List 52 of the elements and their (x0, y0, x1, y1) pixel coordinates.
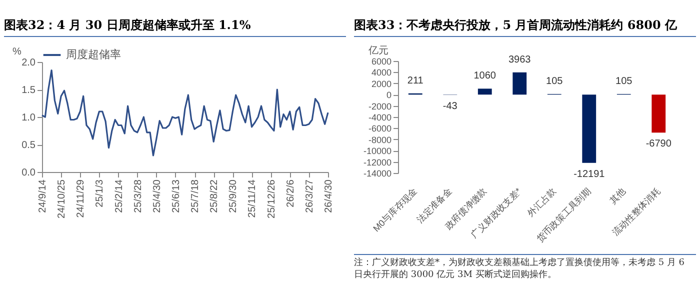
y-tick-label: 0.0 (22, 168, 36, 178)
data-label: 105 (616, 76, 633, 88)
y-axis-title: 亿元 (368, 46, 388, 56)
bar (582, 94, 596, 163)
x-tick-label: 24/9/14 (38, 179, 48, 213)
data-label: 105 (546, 76, 564, 88)
y-tick-label: 2.0 (22, 58, 36, 68)
y-tick-label: 6000 (371, 56, 392, 66)
x-tick-label: 25/3/28 (132, 179, 144, 213)
x-tick-label: 25/11/14 (247, 179, 258, 218)
data-label: 1060 (474, 70, 496, 82)
y-tick-label: -14000 (363, 168, 392, 178)
bar (652, 94, 666, 133)
y-tick-label: 0 (386, 90, 392, 100)
data-label: -12191 (574, 168, 606, 180)
x-tick-label: 25/8/22 (209, 179, 220, 213)
x-tick-label: 25/1/3 (94, 179, 106, 208)
x-tick-label: 25/2/14 (114, 179, 125, 213)
x-tick-label: 25/12/26 (266, 179, 278, 218)
x-tick-label: 24/11/29 (76, 179, 87, 218)
x-tick-label: 26/2/6 (285, 179, 296, 208)
x-tick-label: 26/3/27 (304, 179, 316, 213)
y-tick-label: -8000 (368, 134, 392, 145)
y-tick-label: 2000 (371, 78, 392, 89)
y-tick-label: 4000 (371, 68, 392, 78)
y-tick-label: -10000 (363, 146, 392, 156)
chart-title: 图表32：4 月 30 日周度超储率或升至 1.1% (4, 0, 346, 37)
y-tick-label: 0.5 (22, 140, 36, 151)
data-label: 3963 (508, 54, 532, 66)
chart-title: 图表33：不考虑央行投放，5 月首周流动性消耗约 6800 亿 (354, 0, 696, 37)
y-tick-label: 1.5 (22, 85, 36, 96)
data-label: 211 (407, 75, 424, 86)
y-tick-label: -4000 (368, 112, 392, 122)
y-tick-label: -6000 (368, 124, 392, 134)
x-tick-label: 24/10/25 (56, 179, 68, 218)
bar (478, 88, 492, 95)
x-tick-label: 25/6/13 (170, 179, 182, 213)
x-tick-label: 其他 (608, 186, 628, 206)
line-series (41, 69, 329, 156)
text: 注：广义财政收支差*，为财政收支差额基础上考虑了置换债使用等，未考虑 5 月 6 日央行开展的 3000 亿元 3M 买断式逆回购操作。 (354, 254, 696, 281)
x-tick-label: 26/4/30 (324, 179, 334, 213)
legend-label: 周度超储率 (66, 48, 121, 61)
x-tick-label: 25/7/18 (190, 179, 202, 213)
y-axis-title: % (12, 46, 22, 58)
y-tick-label: -2000 (368, 101, 392, 112)
data-label: -6790 (646, 138, 672, 150)
bar (512, 72, 527, 95)
y-tick-label: 1.0 (22, 112, 36, 124)
x-tick-label: 25/4/30 (152, 179, 163, 213)
y-tick-label: -12000 (363, 157, 392, 168)
data-label: -43 (442, 100, 458, 112)
x-tick-label: 25/9/30 (228, 179, 240, 213)
